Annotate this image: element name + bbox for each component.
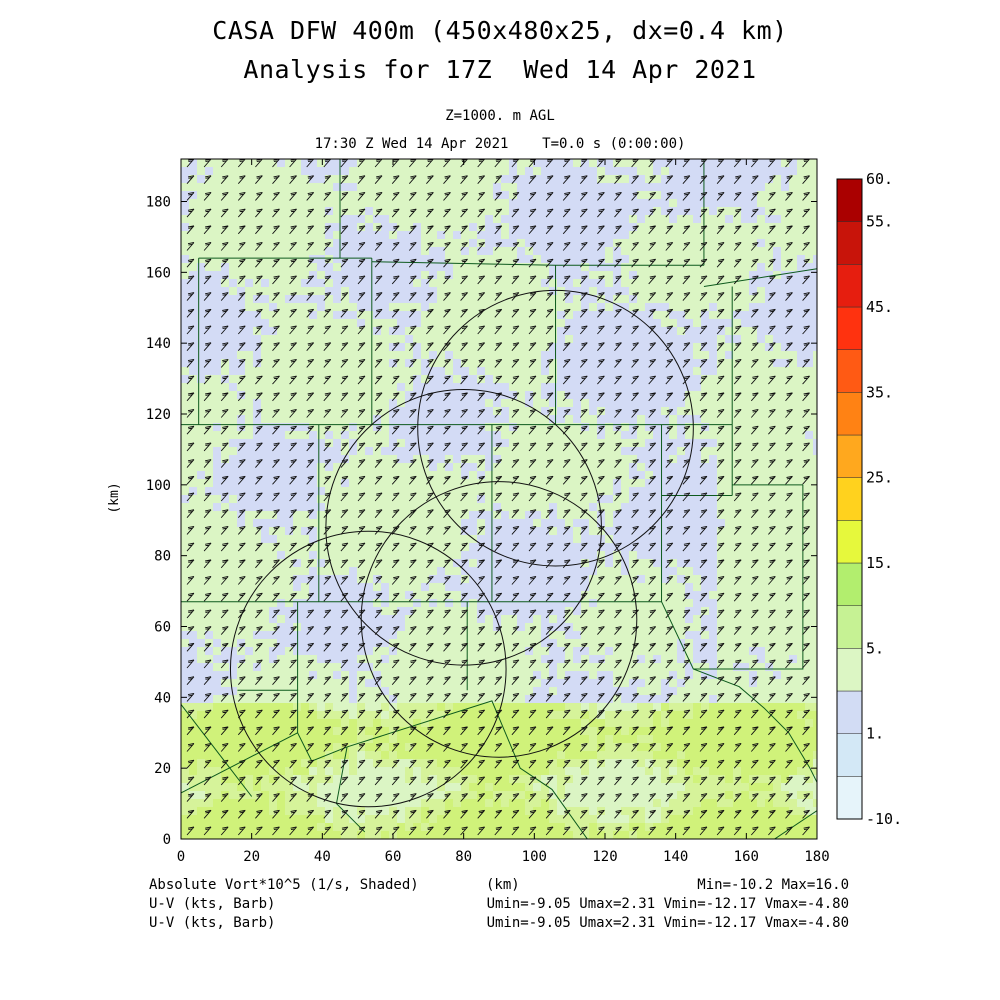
colorbar-swatch [836, 733, 863, 777]
county-line [181, 704, 253, 797]
colorbar-label: 35. [866, 383, 893, 401]
min-max-stats: Min=-10.2 Max=16.0 [697, 877, 849, 893]
chart-subtitle: Analysis for 17Z Wed 14 Apr 2021 [243, 55, 757, 84]
colorbar-label: 25. [866, 469, 893, 487]
county-boundaries [181, 159, 817, 839]
y-tick-label: 40 [154, 690, 171, 706]
x-tick-label: 0 [177, 849, 185, 865]
y-tick-label: 140 [146, 336, 171, 352]
time-label: 17:30 Z Wed 14 Apr 2021 T=0.0 s (0:00:00… [314, 136, 686, 152]
x-tick-label: 140 [663, 849, 688, 865]
y-tick-label: 120 [146, 407, 171, 423]
x-tick-label: 100 [522, 849, 547, 865]
colorbar-frame [836, 178, 863, 820]
x-tick-label: 80 [455, 849, 472, 865]
county-line [703, 268, 817, 287]
colorbar-swatch [836, 434, 863, 478]
colorbar-swatch [836, 477, 863, 521]
county-line [693, 484, 804, 670]
plot-frame [180, 158, 818, 840]
chart-title: CASA DFW 400m (450x480x25, dx=0.4 km) [212, 16, 788, 45]
colorbar-swatch [836, 776, 863, 820]
colorbar-swatch [836, 221, 863, 265]
y-axis-label: (km) [107, 482, 122, 513]
colorbar-swatch [836, 392, 863, 436]
colorbar-swatch [836, 605, 863, 649]
colorbar-swatch [836, 349, 863, 393]
field-label: Absolute Vort*10^5 (1/s, Shaded) [149, 877, 419, 893]
colorbar-label: 15. [866, 554, 893, 572]
colorbar-label: 55. [866, 213, 893, 231]
x-tick-label: 20 [243, 849, 260, 865]
range-ring [229, 530, 507, 808]
y-tick-label: 100 [146, 478, 171, 494]
x-tick-label: 60 [385, 849, 402, 865]
colorbar-swatch [836, 306, 863, 350]
colorbar-label: -10. [866, 810, 902, 828]
barb-set [186, 159, 810, 836]
level-label: Z=1000. m AGL [445, 108, 555, 124]
colorbar-swatch [836, 264, 863, 308]
colorbar-label: 60. [866, 170, 893, 188]
y-tick-label: 80 [154, 549, 171, 565]
range-ring [360, 481, 638, 758]
axes: 0 20 40 60 80 100 120 140 160 180 0 20 40 60 80 100 120 1… [146, 159, 830, 865]
colorbar-swatch [836, 520, 863, 564]
vector-label-2: U-V (kts, Barb) [149, 915, 276, 931]
county-line [774, 810, 817, 839]
range-ring [417, 289, 694, 567]
x-tick-label: 160 [734, 849, 759, 865]
x-tick-label: 120 [592, 849, 617, 865]
colorbar-swatch [836, 562, 863, 606]
radar-range-rings [229, 289, 694, 808]
colorbar: -10. 1. 5. 15. 25. 35. 45. 55. 60. [836, 170, 902, 828]
x-axis-label: (km) [486, 877, 520, 893]
y-tick-label: 0 [163, 832, 171, 848]
county-line [181, 700, 588, 839]
y-tick-label: 60 [154, 620, 171, 636]
wind-barbs [186, 159, 810, 836]
colorbar-swatch [836, 648, 863, 692]
uv-stats-2: Umin=-9.05 Umax=2.31 Vmin=-12.17 Vmax=-4… [486, 915, 849, 931]
x-tick-label: 40 [314, 849, 331, 865]
colorbar-label: 1. [866, 725, 884, 743]
colorbar-swatch [836, 178, 863, 222]
colorbar-swatch [836, 690, 863, 734]
colorbar-label: 45. [866, 298, 893, 316]
y-tick-label: 20 [154, 761, 171, 777]
x-tick-label: 180 [804, 849, 829, 865]
vorticity-field [181, 159, 817, 839]
vector-label-1: U-V (kts, Barb) [149, 896, 276, 912]
y-tick-label: 180 [146, 195, 171, 211]
y-tick-label: 160 [146, 265, 171, 281]
colorbar-label: 5. [866, 639, 884, 657]
uv-stats-1: Umin=-9.05 Umax=2.31 Vmin=-12.17 Vmax=-4… [486, 896, 849, 912]
